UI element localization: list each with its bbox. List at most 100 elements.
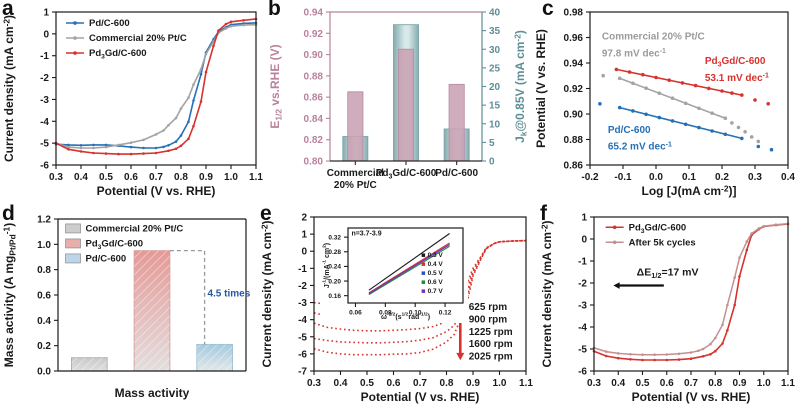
svg-text:1.1: 1.1: [781, 378, 795, 389]
svg-text:0.7: 0.7: [684, 378, 698, 389]
svg-text:0.86: 0.86: [564, 161, 584, 172]
svg-text:1.1: 1.1: [249, 172, 263, 183]
svg-text:0.8: 0.8: [37, 265, 51, 276]
svg-text:15: 15: [489, 101, 501, 112]
svg-text:0.4 V: 0.4 V: [428, 261, 444, 268]
svg-text:0.94: 0.94: [564, 59, 584, 70]
svg-text:Pd/C-600: Pd/C-600: [86, 254, 127, 265]
panel-b: b 0.80 0.82 0.84 0.86 0.88 0.90 0.92 0.94 0 5 10 15…: [266, 0, 532, 205]
panel-c: c -0.2 -0.1 0.0 0.1 0.2 0.3 0.4 0.86 0.88 0.90 0.9…: [532, 0, 798, 205]
svg-text:0.7: 0.7: [413, 378, 427, 389]
svg-text:1: 1: [43, 8, 49, 19]
svg-text:20: 20: [489, 82, 501, 93]
svg-text:Pd3Gd/C-600: Pd3Gd/C-600: [629, 222, 687, 234]
svg-text:0.8: 0.8: [708, 378, 722, 389]
svg-text:25: 25: [489, 63, 501, 74]
svg-text:0.5 V: 0.5 V: [428, 270, 444, 277]
svg-text:Potential (V vs. RHE): Potential (V vs. RHE): [97, 184, 216, 198]
svg-text:-6: -6: [298, 349, 307, 360]
svg-text:0.0: 0.0: [37, 367, 51, 378]
svg-text:Mass activity (A mgPt/Pd-1): Mass activity (A mgPt/Pd-1): [2, 223, 18, 367]
svg-text:0.92: 0.92: [564, 84, 584, 95]
svg-text:20% Pt/C: 20% Pt/C: [334, 180, 377, 191]
svg-text:Commercial: Commercial: [327, 168, 384, 179]
svg-text:0.9: 0.9: [733, 378, 747, 389]
svg-text:0.1: 0.1: [682, 172, 696, 183]
svg-text:0.4: 0.4: [781, 172, 795, 183]
svg-text:0.6: 0.6: [660, 378, 674, 389]
svg-text:0.24: 0.24: [328, 264, 341, 271]
svg-text:Potential (V vs. RHE): Potential (V vs. RHE): [361, 390, 480, 404]
svg-text:1.0: 1.0: [757, 378, 771, 389]
svg-text:0.8: 0.8: [174, 172, 188, 183]
svg-text:2: 2: [301, 213, 307, 224]
svg-text:0.6: 0.6: [387, 378, 401, 389]
svg-text:-4: -4: [40, 117, 49, 128]
svg-text:0.08: 0.08: [379, 310, 392, 317]
svg-text:0.2: 0.2: [715, 172, 729, 183]
panel-e: e 0.3 0.4 0.5 0.6 0.7 0.8 0.9 1.0 1.1 -7 -6 -5 -4 -3 -…: [258, 202, 538, 411]
svg-text:0.7: 0.7: [149, 172, 163, 183]
svg-text:-5: -5: [578, 345, 587, 356]
chart-f-durability-lsv: 0.3 0.4 0.5 0.6 0.7 0.8 0.9 1.0 1.1 -6 -5 -4 -3 -2 -1 0…: [540, 213, 796, 405]
svg-text:-2: -2: [298, 281, 307, 292]
svg-text:-6: -6: [40, 161, 49, 172]
panel-e-label: e: [260, 202, 272, 225]
svg-text:Pd/C-600: Pd/C-600: [89, 18, 130, 29]
svg-text:0.5: 0.5: [636, 378, 650, 389]
svg-text:97.8 mV dec-1: 97.8 mV dec-1: [602, 48, 666, 59]
svg-text:0.6 V: 0.6 V: [428, 279, 444, 286]
svg-text:65.2 mV dec-1: 65.2 mV dec-1: [608, 141, 672, 152]
svg-text:5: 5: [489, 138, 495, 149]
svg-text:Pd3Gd/C-600: Pd3Gd/C-600: [89, 48, 147, 60]
svg-text:53.1 mV dec-1: 53.1 mV dec-1: [705, 72, 769, 83]
svg-text:J-1/(mA-1 cm2): J-1/(mA-1 cm2): [322, 243, 331, 288]
svg-text:0.92: 0.92: [304, 29, 324, 40]
svg-text:0.4: 0.4: [334, 378, 348, 389]
svg-text:1225 rpm: 1225 rpm: [469, 327, 513, 338]
svg-text:1600 rpm: 1600 rpm: [469, 339, 513, 350]
svg-text:0.9: 0.9: [466, 378, 480, 389]
panel-d: d 0.0 0.2 0.4 0.6 0.8 1.0 1.2 Mass activity (A …: [0, 202, 258, 411]
svg-text:Commercial 20% Pt/C: Commercial 20% Pt/C: [602, 32, 705, 43]
svg-text:0.2: 0.2: [37, 341, 51, 352]
svg-text:After 5k cycles: After 5k cycles: [629, 237, 696, 248]
svg-text:0.6: 0.6: [37, 291, 51, 302]
svg-text:Log [J(mA cm-2)]: Log [J(mA cm-2)]: [641, 184, 736, 198]
chart-e-rde-rotation-rates: 0.3 0.4 0.5 0.6 0.7 0.8 0.9 1.0 1.1 -7 -6 -5 -4 -3 -2 -…: [260, 213, 534, 405]
svg-text:10: 10: [489, 119, 501, 130]
svg-text:Current density (mA cm-2): Current density (mA cm-2): [2, 15, 16, 162]
chart-d-mass-activity-bars: 0.0 0.2 0.4 0.6 0.8 1.0 1.2 Mass activity (A mg…: [2, 215, 251, 401]
svg-text:-3: -3: [298, 298, 307, 309]
svg-text:0.84: 0.84: [304, 114, 324, 125]
svg-text:Pd3Gd/C-600: Pd3Gd/C-600: [705, 56, 766, 68]
svg-text:0.88: 0.88: [304, 71, 324, 82]
svg-text:0.90: 0.90: [564, 110, 584, 121]
svg-text:-4: -4: [578, 323, 587, 334]
svg-text:-1: -1: [40, 51, 49, 62]
svg-text:0.96: 0.96: [564, 33, 584, 44]
svg-text:-2: -2: [40, 73, 49, 84]
panel-c-label: c: [542, 0, 554, 20]
svg-text:1.0: 1.0: [224, 172, 238, 183]
svg-text:40: 40: [489, 8, 501, 19]
svg-text:0.5: 0.5: [99, 172, 113, 183]
svg-text:Current density (mA cm-2): Current density (mA cm-2): [540, 220, 554, 367]
svg-text:0: 0: [489, 157, 495, 168]
svg-text:-3: -3: [40, 95, 49, 106]
svg-text:0.4: 0.4: [74, 172, 88, 183]
svg-text:1.0: 1.0: [493, 378, 507, 389]
svg-text:-0.2: -0.2: [581, 172, 599, 183]
svg-text:0.98: 0.98: [564, 8, 584, 19]
svg-text:1.0: 1.0: [37, 240, 51, 251]
svg-text:2025 rpm: 2025 rpm: [469, 351, 513, 362]
svg-text:Pd/C-600: Pd/C-600: [608, 125, 651, 136]
panel-f-label: f: [540, 202, 547, 225]
svg-text:0.4: 0.4: [611, 378, 625, 389]
chart-e-inset-koutecky-levich: 0.06 0.08 0.10 0.12 0.16 0.20 0.24 0.28 0.32 ω-1/…: [322, 219, 468, 323]
svg-text:Current density (mA cm-2): Current density (mA cm-2): [260, 220, 274, 367]
chart-b-halfwave-kinetic-bars: 0.80 0.82 0.84 0.86 0.88 0.90 0.92 0.94 0 5 10 15 20…: [268, 8, 528, 192]
svg-text:4.5 times: 4.5 times: [207, 289, 250, 300]
svg-text:Commercial 20% Pt/C: Commercial 20% Pt/C: [86, 224, 184, 235]
